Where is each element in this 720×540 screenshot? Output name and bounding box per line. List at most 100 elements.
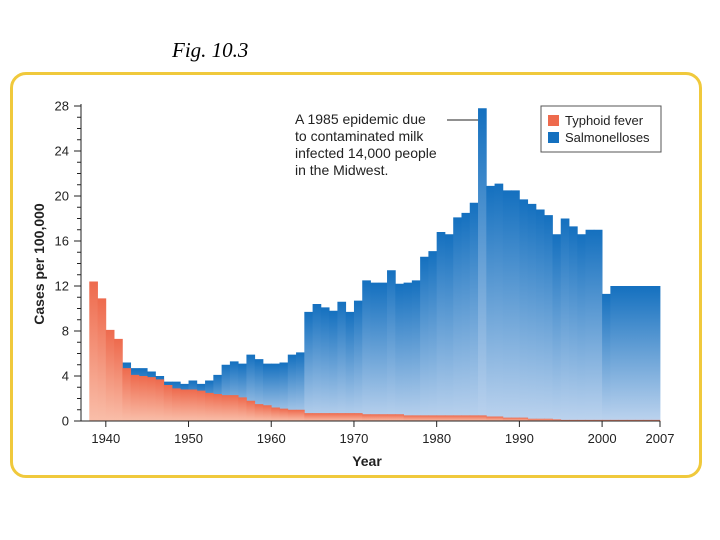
- typhoid-fever-bar: [337, 413, 347, 422]
- x-tick-label: 1980: [422, 431, 451, 446]
- typhoid-fever-bar: [196, 390, 206, 422]
- figure-label: Fig. 10.3: [172, 38, 249, 62]
- typhoid-fever-bar: [535, 418, 545, 421]
- typhoid-fever-bar: [205, 392, 214, 422]
- salmonelloses-bar: [262, 363, 272, 422]
- typhoid-fever-bar: [378, 414, 388, 421]
- typhoid-fever-bar: [147, 377, 156, 422]
- salmonelloses-bar: [246, 354, 256, 422]
- x-tick-label: 2000: [588, 431, 617, 446]
- salmonelloses-bar: [635, 286, 644, 421]
- salmonelloses-bar: [527, 203, 537, 422]
- salmonelloses-bar: [362, 280, 371, 422]
- typhoid-fever-bar: [362, 414, 371, 421]
- typhoid-fever-bar: [97, 298, 107, 422]
- annotation-line: in the Midwest.: [295, 162, 388, 178]
- salmonelloses-bar: [387, 270, 396, 421]
- typhoid-fever-bar: [304, 413, 313, 422]
- legend-label: Salmonelloses: [565, 130, 650, 145]
- typhoid-fever-bar: [238, 397, 247, 422]
- salmonelloses-bar: [378, 282, 388, 422]
- y-tick-label: 12: [55, 279, 69, 294]
- legend-swatch: [548, 132, 559, 143]
- salmonelloses-bar: [626, 286, 636, 421]
- typhoid-fever-bar: [138, 376, 148, 421]
- salmonelloses-bar: [238, 363, 247, 422]
- typhoid-fever-bar: [444, 415, 454, 422]
- typhoid-fever-bar: [411, 415, 421, 422]
- salmonelloses-bar: [461, 212, 471, 422]
- salmonelloses-bar: [552, 234, 562, 421]
- typhoid-fever-bar: [461, 415, 471, 422]
- annotation-line: to contaminated milk: [295, 128, 424, 144]
- x-tick-label: 1970: [339, 431, 368, 446]
- typhoid-fever-bar: [420, 415, 429, 422]
- salmonelloses-bar: [428, 251, 438, 422]
- salmonelloses-bar: [535, 209, 545, 421]
- salmonelloses-bar: [444, 234, 454, 421]
- salmonelloses-bar: [469, 202, 479, 421]
- x-axis-title: Year: [352, 453, 382, 469]
- typhoid-fever-bar: [163, 385, 173, 421]
- salmonelloses-bar: [254, 359, 264, 422]
- salmonelloses-bar: [651, 286, 661, 421]
- typhoid-fever-series: [89, 281, 661, 422]
- x-tick-label: 1990: [505, 431, 534, 446]
- y-tick-label: 24: [55, 144, 69, 159]
- salmonelloses-bar: [304, 311, 313, 422]
- typhoid-fever-bar: [345, 413, 355, 422]
- salmonelloses-bar: [519, 199, 529, 421]
- typhoid-fever-bar: [89, 281, 98, 421]
- salmonelloses-bar: [337, 301, 347, 421]
- typhoid-fever-bar: [254, 404, 264, 422]
- typhoid-fever-bar: [279, 408, 289, 422]
- typhoid-fever-bar: [246, 400, 256, 421]
- typhoid-fever-bar: [122, 368, 132, 422]
- typhoid-fever-bar: [403, 415, 413, 422]
- salmonelloses-bar: [494, 183, 504, 421]
- salmonelloses-bar: [420, 256, 429, 421]
- typhoid-fever-bar: [502, 417, 512, 422]
- x-tick-label: 1960: [257, 431, 286, 446]
- annotation-line: A 1985 epidemic due: [295, 111, 426, 127]
- y-tick-label: 8: [62, 324, 69, 339]
- typhoid-fever-bar: [511, 417, 520, 422]
- y-tick-label: 4: [62, 369, 69, 384]
- typhoid-fever-bar: [602, 419, 611, 422]
- salmonelloses-bar: [436, 232, 446, 421]
- typhoid-fever-bar: [395, 414, 404, 421]
- typhoid-fever-bar: [651, 419, 661, 422]
- typhoid-fever-bar: [287, 409, 297, 421]
- x-tick-label: 2007: [646, 431, 675, 446]
- typhoid-fever-bar: [155, 379, 165, 422]
- salmonelloses-bar: [569, 226, 578, 422]
- typhoid-fever-bar: [569, 419, 578, 422]
- typhoid-fever-bar: [469, 415, 479, 422]
- salmonelloses-bar: [353, 300, 363, 422]
- salmonelloses-bar: [320, 307, 330, 422]
- typhoid-fever-bar: [453, 415, 462, 422]
- salmonelloses-bar: [486, 185, 495, 421]
- legend-label: Typhoid fever: [565, 113, 644, 128]
- salmonelloses-bar: [312, 304, 322, 421]
- typhoid-fever-bar: [494, 416, 504, 421]
- x-tick-label: 1950: [174, 431, 203, 446]
- typhoid-fever-bar: [320, 413, 330, 422]
- y-tick-label: 20: [55, 189, 69, 204]
- typhoid-fever-bar: [171, 388, 181, 422]
- typhoid-fever-bar: [312, 413, 322, 422]
- typhoid-fever-bar: [229, 395, 239, 422]
- salmonelloses-bar: [403, 282, 413, 422]
- salmonelloses-bar: [370, 282, 380, 422]
- typhoid-fever-bar: [436, 415, 446, 422]
- typhoid-fever-bar: [114, 338, 123, 422]
- typhoid-fever-bar: [221, 395, 231, 422]
- typhoid-fever-bar: [478, 415, 487, 422]
- typhoid-fever-bar: [552, 419, 562, 421]
- salmonelloses-bar: [560, 218, 570, 421]
- typhoid-fever-bar: [585, 419, 595, 422]
- typhoid-fever-bar: [527, 418, 537, 421]
- typhoid-fever-bar: [105, 329, 115, 422]
- salmonelloses-bar: [287, 354, 297, 422]
- typhoid-fever-bar: [213, 394, 223, 421]
